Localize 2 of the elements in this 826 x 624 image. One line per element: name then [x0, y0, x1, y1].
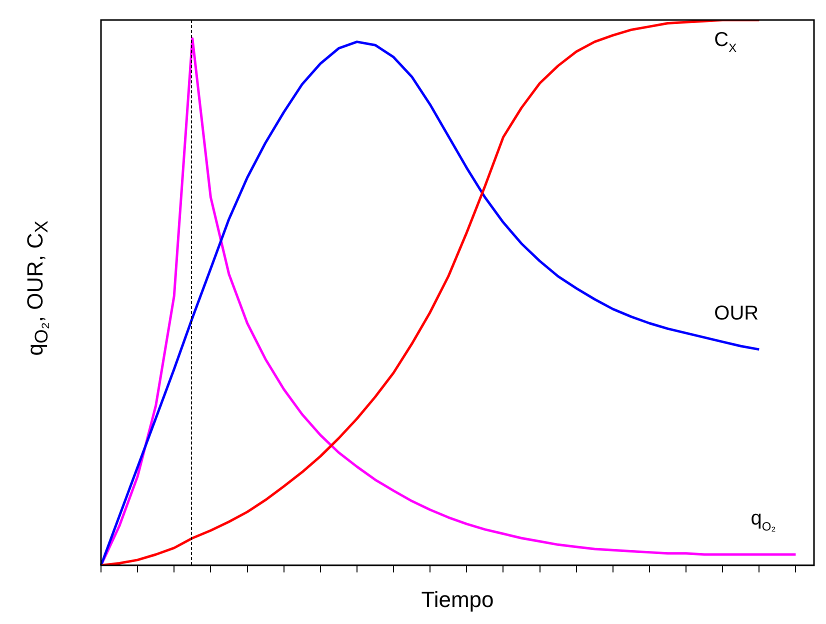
series-label: OUR [714, 302, 759, 324]
x-axis-title: Tiempo [421, 586, 494, 612]
